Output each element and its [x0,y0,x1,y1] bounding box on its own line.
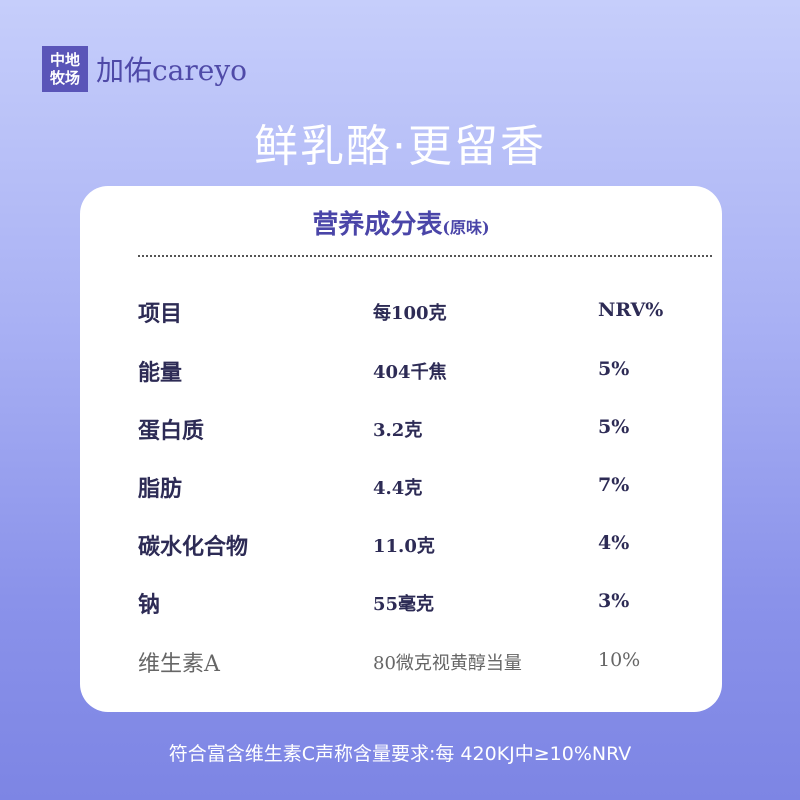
nutrient-nrv: 7% [598,474,630,496]
dotted-divider [138,255,712,257]
nutrient-name: 能量 [138,360,183,386]
nutrient-nrv: 3% [598,590,630,612]
brand-badge-text: 中地牧场 [49,51,80,87]
nutrient-name: 钠 [138,592,161,618]
nutrient-name: 脂肪 [138,476,183,502]
nutrient-amount: 11.0克 [373,536,435,557]
header-per100g: 每100克 [373,303,447,324]
nutrient-name: 碳水化合物 [138,534,249,560]
nutrition-card: 营养成分表(原味) 项目 每100克 NRV% 能量 404千焦 5% 蛋白质 … [80,186,722,712]
nutrient-amount: 3.2克 [373,420,423,441]
table-title-text: 营养成分表 [312,210,443,240]
nutrient-name: 维生素A [138,652,220,677]
footer-note: 符合富含维生素C声称含量要求:每 420KJ中≥10%NRV [168,743,632,765]
nutrient-nrv: 5% [598,416,630,438]
nutrient-amount: 80微克视黄醇当量 [373,653,522,674]
brand-logo: 中地牧场 加佑careyo [42,46,247,92]
header-nrv: NRV% [598,299,664,321]
nutrient-amount: 4.4克 [373,478,423,499]
headline: 鲜乳酪·更留香 [254,121,546,172]
nutrient-nrv: 4% [598,532,630,554]
nutrient-name: 蛋白质 [138,418,205,444]
brand-badge: 中地牧场 [42,46,88,92]
nutrient-nrv: 10% [598,649,641,671]
nutrient-amount: 55毫克 [373,594,435,615]
table-subtitle: (原味) [442,218,490,237]
nutrient-nrv: 5% [598,358,630,380]
table-title: 营养成分表(原味) [80,204,722,241]
header-item: 项目 [138,301,183,327]
brand-name: 加佑careyo [96,54,248,87]
nutrient-amount: 404千焦 [373,362,447,383]
